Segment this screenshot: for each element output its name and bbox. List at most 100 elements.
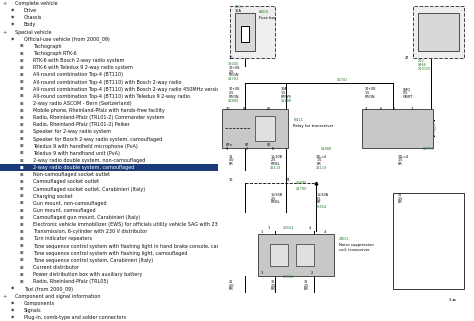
Text: ■: ■ <box>19 258 23 262</box>
Text: Tachograph RTK-6: Tachograph RTK-6 <box>33 51 76 56</box>
Text: All-round combination Top-4 (BT110) with Bosch 2-way radio: All-round combination Top-4 (BT110) with… <box>33 80 181 84</box>
Text: ■: ■ <box>19 87 23 91</box>
Text: Components: Components <box>24 301 55 306</box>
Text: 3: 3 <box>260 272 263 275</box>
Text: Speaker for Bosch 2-way radio system, camouflaged: Speaker for Bosch 2-way radio system, ca… <box>33 137 162 142</box>
Text: Relay for transceiver: Relay for transceiver <box>293 124 334 128</box>
Text: Gun mount, camouflaged: Gun mount, camouflaged <box>33 208 95 213</box>
Text: X2119: X2119 <box>270 166 282 170</box>
Text: Power distribution box with auxiliary battery: Power distribution box with auxiliary ba… <box>33 272 142 277</box>
Text: A400: A400 <box>259 11 269 14</box>
Text: ■: ■ <box>19 159 23 162</box>
Text: Teledux 9 with handhand unit (PvA): Teledux 9 with handhand unit (PvA) <box>33 151 119 156</box>
Text: ■: ■ <box>19 73 23 77</box>
Text: X866: X866 <box>418 63 427 67</box>
Text: Plug-in, comb-type and solder connectors: Plug-in, comb-type and solder connectors <box>24 315 126 320</box>
Text: RTK-6 with Teledux 9 2-way radio system: RTK-6 with Teledux 9 2-way radio system <box>33 65 133 70</box>
Text: ■: ■ <box>19 59 23 63</box>
Text: X3554: X3554 <box>316 205 328 209</box>
Text: X2888: X2888 <box>281 99 292 103</box>
Text: 4.0: 4.0 <box>228 159 234 162</box>
Text: 31L=4: 31L=4 <box>316 155 328 159</box>
Text: 15/30A: 15/30A <box>316 194 328 197</box>
Text: 9: 9 <box>226 147 228 151</box>
Text: Body: Body <box>24 22 36 28</box>
Text: 87a: 87a <box>226 143 232 147</box>
Text: 30+08: 30+08 <box>365 88 376 91</box>
Text: 31L=4: 31L=4 <box>398 155 409 159</box>
Text: 31: 31 <box>270 280 274 284</box>
Text: X2888: X2888 <box>321 147 333 151</box>
Text: X3554: X3554 <box>283 275 294 279</box>
Text: 2.5: 2.5 <box>270 197 276 201</box>
Text: ■: ■ <box>19 123 23 127</box>
Text: ■: ■ <box>19 273 23 277</box>
Text: Radio, Rheinland-Pfalz (TRL05): Radio, Rheinland-Pfalz (TRL05) <box>33 279 108 284</box>
Text: Radio, Rheinland-Pfalz (TRL01-2) Commander system: Radio, Rheinland-Pfalz (TRL01-2) Command… <box>33 115 164 120</box>
Text: ◆: ◆ <box>11 301 14 305</box>
Text: coil, transceiver: coil, transceiver <box>339 248 370 252</box>
Text: Signals: Signals <box>24 308 42 313</box>
Bar <box>235 13 255 51</box>
Text: 10: 10 <box>228 56 233 60</box>
Text: 2-way radio ASCOM - Bern (Switzerland): 2-way radio ASCOM - Bern (Switzerland) <box>33 101 131 106</box>
Text: Complete vehicle: Complete vehicle <box>15 1 58 6</box>
Text: +: + <box>2 293 7 299</box>
Text: 2.5: 2.5 <box>270 159 276 162</box>
Text: ■: ■ <box>19 144 23 148</box>
Text: 85: 85 <box>242 107 247 111</box>
Text: 30+08: 30+08 <box>228 66 240 70</box>
Text: ■: ■ <box>19 187 23 191</box>
Text: X2773: X2773 <box>423 147 435 151</box>
Text: BR: BR <box>398 201 402 204</box>
Text: ■: ■ <box>19 201 23 205</box>
Text: Component and signal information: Component and signal information <box>15 293 101 299</box>
Text: ■: ■ <box>19 173 23 177</box>
Text: Gun mount, non-camouflaged: Gun mount, non-camouflaged <box>33 201 106 206</box>
Bar <box>229 6 275 58</box>
Text: 3: 3 <box>410 107 412 111</box>
Text: Camouflaged socket outlet: Camouflaged socket outlet <box>33 179 99 184</box>
Text: X2782: X2782 <box>337 79 348 82</box>
Text: ■: ■ <box>19 251 23 255</box>
Text: BR: BR <box>398 162 402 166</box>
Text: 0.5: 0.5 <box>403 91 408 95</box>
Text: ■: ■ <box>19 216 23 220</box>
Text: ◆: ◆ <box>11 9 14 13</box>
Text: 2.5: 2.5 <box>303 284 309 288</box>
Text: 6: 6 <box>380 107 382 111</box>
Text: 1.5: 1.5 <box>316 159 321 162</box>
Text: ■: ■ <box>19 94 23 98</box>
Text: Current distributor: Current distributor <box>33 265 79 270</box>
Text: ■: ■ <box>19 237 23 241</box>
Text: 86: 86 <box>266 143 271 147</box>
Text: Mobile phone, Rheinland-Pfalz with hands-free facility: Mobile phone, Rheinland-Pfalz with hands… <box>33 108 164 113</box>
Bar <box>413 6 464 58</box>
Text: BR: BR <box>270 287 275 291</box>
Text: ◆: ◆ <box>11 37 14 41</box>
Text: 1: 1 <box>268 227 270 230</box>
Text: BT: BT <box>316 201 320 204</box>
Text: 4: 4 <box>324 230 326 234</box>
Text: Taxi (from 2000_09): Taxi (from 2000_09) <box>24 286 73 292</box>
Text: Electronic vehicle immobilizer (EWS) for officials utility vehicle SAG with 230V: Electronic vehicle immobilizer (EWS) for… <box>33 222 235 227</box>
Text: 2.5: 2.5 <box>228 91 234 95</box>
Text: X2780: X2780 <box>296 187 307 191</box>
Text: RT/BL: RT/BL <box>270 201 280 204</box>
Text: All-round combination Top-4 (BT110): All-round combination Top-4 (BT110) <box>33 73 123 77</box>
Bar <box>258 234 334 276</box>
Text: Tone sequence control system, Carabinieri (Italy): Tone sequence control system, Carabinier… <box>33 258 153 263</box>
Text: BR: BR <box>228 287 233 291</box>
Text: K411: K411 <box>293 118 303 122</box>
Text: All-round combination Top-4 (BT110) with Teledux 9 2-way radio: All-round combination Top-4 (BT110) with… <box>33 94 190 99</box>
Text: GR/RT: GR/RT <box>403 95 413 99</box>
Text: Special vehicle: Special vehicle <box>15 30 52 35</box>
Text: BR: BR <box>316 162 321 166</box>
Text: ◆: ◆ <box>11 316 14 319</box>
Text: Z401: Z401 <box>339 237 349 241</box>
Bar <box>0 164 218 171</box>
Text: X12: X12 <box>418 59 425 63</box>
Text: +: + <box>2 30 7 35</box>
Text: ■: ■ <box>19 66 23 70</box>
Text: 8: 8 <box>272 147 274 151</box>
